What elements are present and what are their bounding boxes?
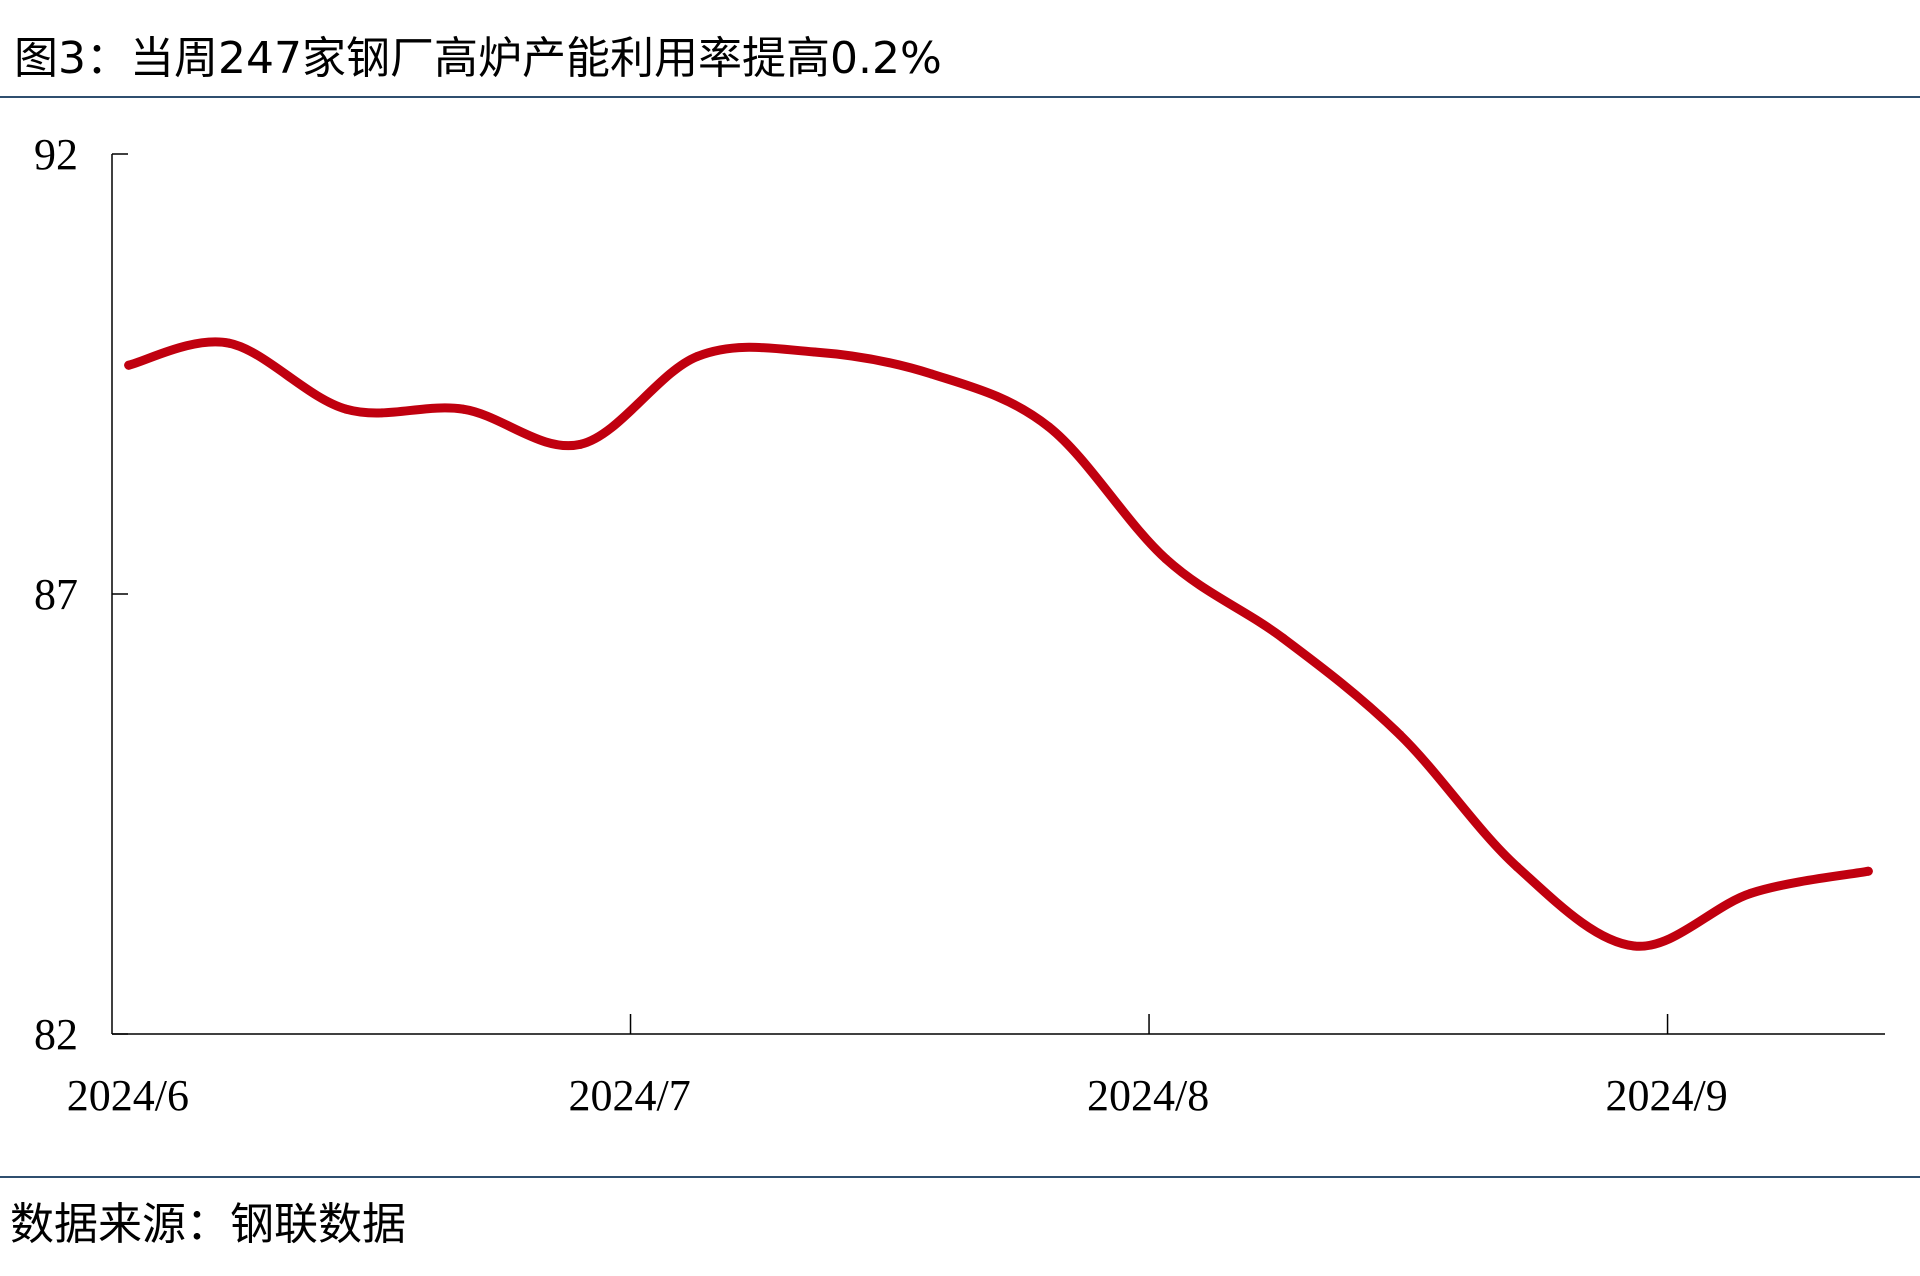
chart-axes: 92 87 82 2024/6 2024/7 2024/8 2024/9: [34, 130, 1885, 1120]
data-point: [341, 404, 351, 414]
y-tick-label: 82: [34, 1010, 78, 1059]
data-point: [927, 369, 937, 379]
data-point: [1629, 941, 1639, 951]
y-tick-label: 92: [34, 130, 78, 179]
data-point: [1395, 730, 1405, 740]
data-point: [1863, 866, 1873, 876]
x-tick-label: 2024/6: [67, 1071, 189, 1120]
plot-area: [124, 337, 1873, 951]
y-tick-label: 87: [34, 570, 78, 619]
data-point: [1161, 554, 1171, 564]
x-tick-label: 2024/8: [1087, 1071, 1209, 1120]
data-point: [458, 404, 468, 414]
top-divider: [0, 96, 1920, 98]
data-point: [124, 360, 134, 370]
x-tick-label: 2024/9: [1606, 1071, 1728, 1120]
data-point: [1746, 888, 1756, 898]
series-line-0: [124, 337, 1873, 951]
data-point: [810, 347, 819, 357]
x-tick-label: 2024/7: [569, 1071, 691, 1120]
data-point: [1512, 862, 1522, 872]
chart-title: 图3：当周247家钢厂高炉产能利用率提高0.2%: [14, 33, 942, 84]
bottom-divider: [0, 1176, 1920, 1178]
data-point: [575, 439, 585, 449]
data-point: [692, 351, 702, 361]
source-note: 数据来源：钢联数据: [10, 1199, 406, 1250]
data-point: [224, 338, 234, 348]
data-point: [1044, 422, 1054, 432]
data-point: [1278, 633, 1288, 643]
